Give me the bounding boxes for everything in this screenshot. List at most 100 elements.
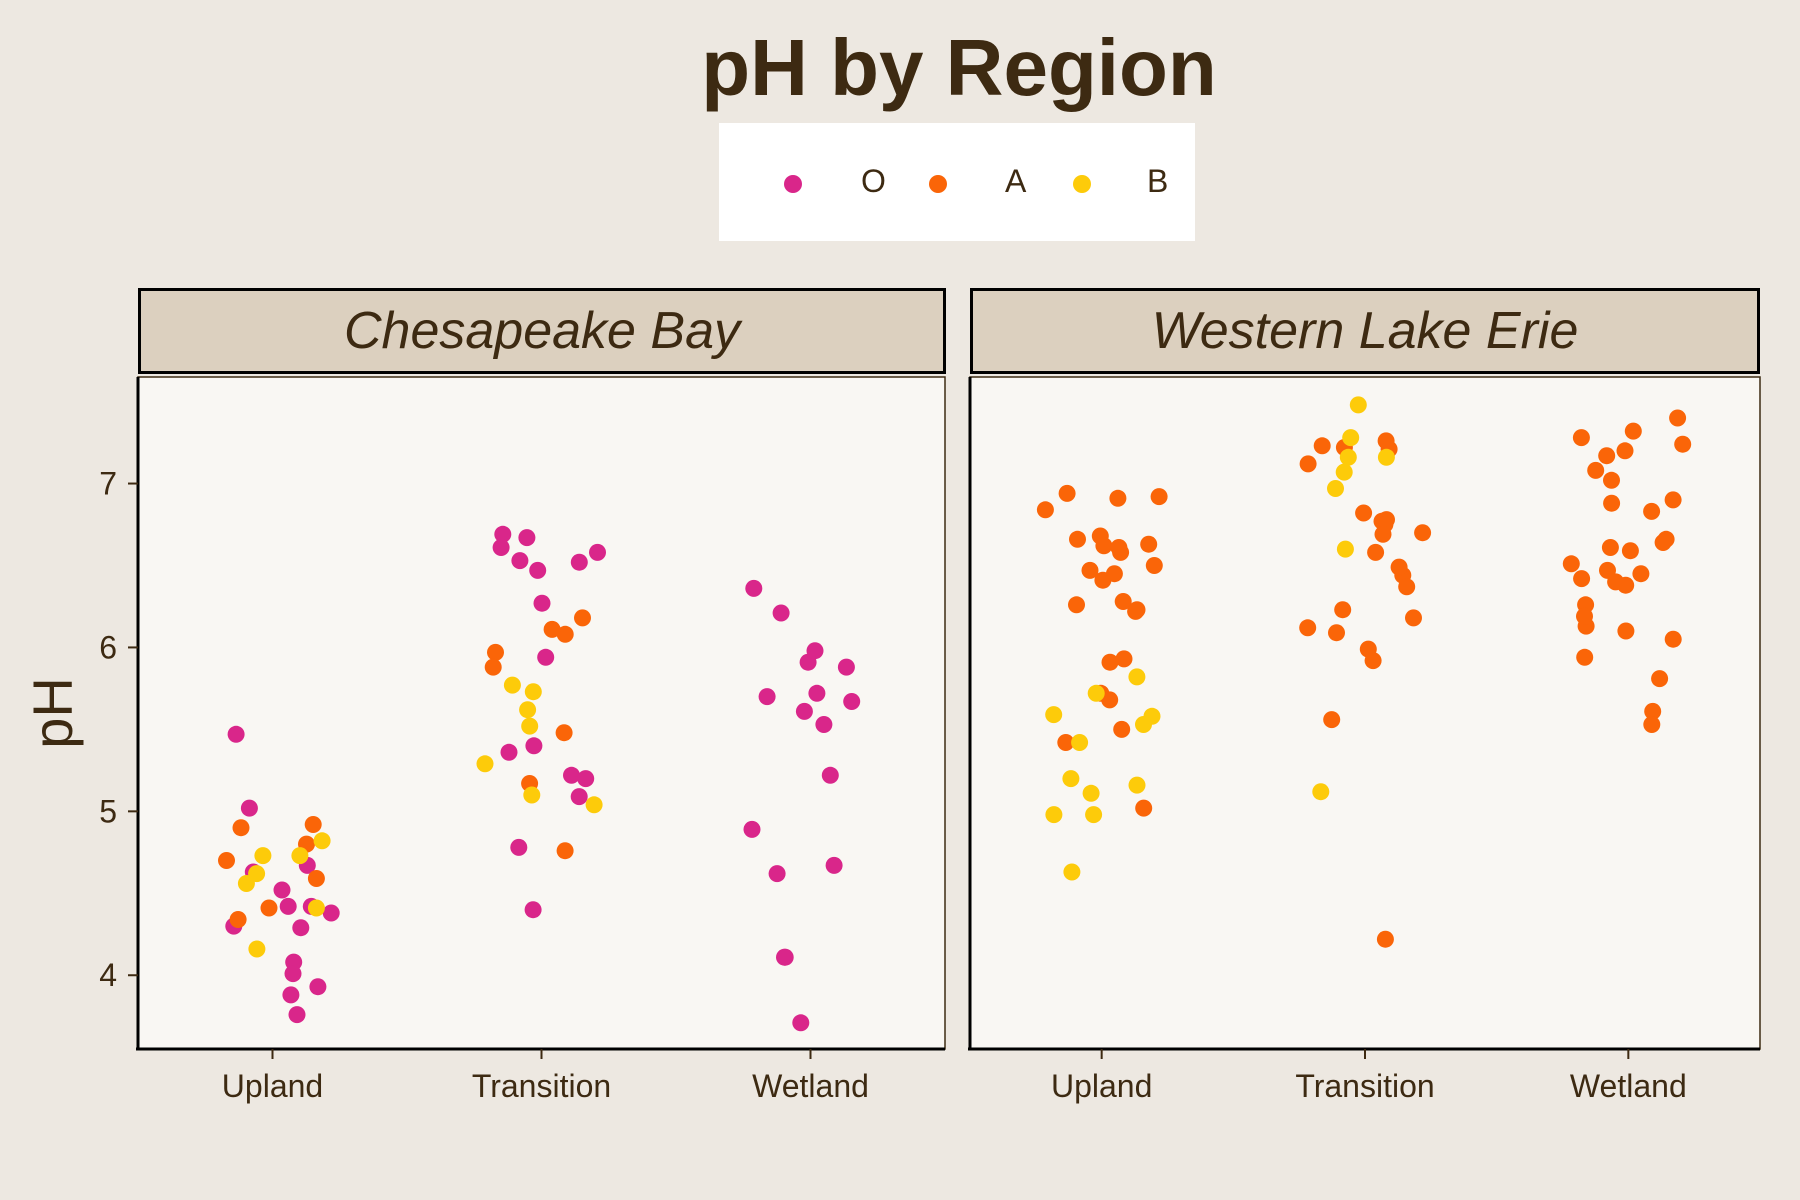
data-point-western-lake-erie-upland-a bbox=[1101, 653, 1119, 671]
data-point-chesapeake-bay-transition-o bbox=[577, 770, 595, 788]
data-point-western-lake-erie-wetland-a bbox=[1664, 630, 1682, 648]
data-point-western-lake-erie-wetland-a bbox=[1669, 409, 1687, 427]
data-point-western-lake-erie-transition-a bbox=[1334, 601, 1352, 619]
data-point-chesapeake-bay-transition-o bbox=[537, 648, 555, 666]
data-point-western-lake-erie-wetland-a bbox=[1674, 435, 1692, 453]
data-point-chesapeake-bay-upland-o bbox=[240, 799, 258, 817]
data-point-chesapeake-bay-upland-a bbox=[218, 852, 235, 869]
data-point-western-lake-erie-transition-b bbox=[1349, 396, 1367, 414]
data-point-western-lake-erie-transition-a bbox=[1376, 930, 1394, 948]
x-tick-label-chesapeake-bay-wetland: Wetland bbox=[752, 1068, 869, 1104]
data-point-western-lake-erie-wetland-a bbox=[1601, 539, 1619, 556]
data-point-western-lake-erie-wetland-a bbox=[1562, 555, 1580, 573]
data-point-western-lake-erie-upland-a bbox=[1105, 565, 1123, 583]
y-tick-label-6: 6 bbox=[99, 629, 117, 665]
data-point-chesapeake-bay-upland-o bbox=[309, 978, 327, 996]
data-point-chesapeake-bay-upland-b bbox=[248, 940, 266, 958]
data-point-western-lake-erie-wetland-a bbox=[1643, 716, 1661, 733]
data-point-western-lake-erie-wetland-a bbox=[1644, 702, 1662, 720]
data-point-western-lake-erie-wetland-a bbox=[1651, 670, 1669, 688]
data-point-chesapeake-bay-wetland-o bbox=[758, 688, 776, 706]
data-point-western-lake-erie-transition-b bbox=[1342, 429, 1360, 447]
data-point-western-lake-erie-transition-a bbox=[1355, 504, 1373, 522]
data-point-western-lake-erie-wetland-a bbox=[1576, 607, 1593, 625]
data-point-western-lake-erie-upland-a bbox=[1101, 691, 1119, 709]
y-tick-label-7: 7 bbox=[99, 466, 117, 502]
data-point-western-lake-erie-transition-a bbox=[1299, 619, 1317, 637]
data-point-western-lake-erie-transition-a bbox=[1328, 624, 1345, 642]
data-point-western-lake-erie-wetland-a bbox=[1598, 447, 1616, 465]
data-point-western-lake-erie-transition-a bbox=[1398, 578, 1416, 596]
data-point-western-lake-erie-upland-a bbox=[1135, 799, 1153, 817]
data-point-chesapeake-bay-upland-b bbox=[254, 847, 272, 865]
data-point-western-lake-erie-wetland-a bbox=[1617, 622, 1635, 640]
data-point-chesapeake-bay-wetland-o bbox=[776, 948, 793, 966]
data-point-chesapeake-bay-transition-o bbox=[510, 838, 528, 856]
x-tick-label-chesapeake-bay-transition: Transition bbox=[472, 1068, 611, 1104]
data-point-western-lake-erie-upland-b bbox=[1087, 684, 1105, 702]
data-point-western-lake-erie-transition-b bbox=[1339, 448, 1357, 466]
data-point-chesapeake-bay-wetland-o bbox=[808, 684, 826, 702]
data-point-chesapeake-bay-wetland-o bbox=[743, 820, 761, 838]
legend-key-a bbox=[929, 175, 947, 193]
facet-strip-chesapeake-bay: Chesapeake Bay bbox=[138, 288, 946, 374]
data-point-chesapeake-bay-transition-a bbox=[574, 609, 591, 627]
data-point-chesapeake-bay-transition-o bbox=[492, 539, 510, 556]
data-point-chesapeake-bay-upland-a bbox=[307, 870, 325, 887]
data-point-western-lake-erie-transition-a bbox=[1313, 437, 1331, 455]
data-point-chesapeake-bay-transition-o bbox=[570, 788, 588, 806]
data-point-western-lake-erie-upland-b bbox=[1085, 806, 1103, 824]
data-point-chesapeake-bay-wetland-o bbox=[772, 604, 790, 622]
data-point-western-lake-erie-upland-a bbox=[1114, 593, 1132, 610]
data-point-western-lake-erie-upland-b bbox=[1082, 784, 1100, 802]
data-point-western-lake-erie-wetland-a bbox=[1572, 429, 1590, 447]
data-point-western-lake-erie-wetland-a bbox=[1576, 648, 1594, 666]
data-point-chesapeake-bay-wetland-o bbox=[795, 702, 813, 720]
x-tick-label-western-lake-erie-wetland: Wetland bbox=[1570, 1068, 1687, 1104]
data-point-western-lake-erie-upland-a bbox=[1057, 734, 1075, 751]
y-tick-label-5: 5 bbox=[99, 793, 117, 829]
data-point-western-lake-erie-transition-a bbox=[1374, 525, 1392, 543]
data-point-chesapeake-bay-upland-b bbox=[237, 875, 255, 892]
data-point-chesapeake-bay-wetland-o bbox=[815, 716, 833, 733]
data-point-chesapeake-bay-upland-o bbox=[284, 965, 302, 983]
data-point-western-lake-erie-upland-a bbox=[1109, 489, 1127, 507]
data-point-western-lake-erie-transition-a bbox=[1414, 524, 1432, 542]
x-tick-label-chesapeake-bay-upland: Upland bbox=[222, 1068, 323, 1104]
data-point-chesapeake-bay-upland-a bbox=[304, 816, 322, 833]
data-point-western-lake-erie-upland-a bbox=[1036, 501, 1054, 519]
chart-title: pH by Region bbox=[701, 23, 1217, 112]
data-point-western-lake-erie-upland-b bbox=[1063, 863, 1081, 881]
data-point-western-lake-erie-transition-b bbox=[1312, 783, 1330, 801]
data-point-chesapeake-bay-transition-o bbox=[563, 766, 580, 784]
data-point-chesapeake-bay-transition-o bbox=[570, 553, 588, 571]
data-point-western-lake-erie-transition-b bbox=[1336, 540, 1354, 558]
panel-background-western-lake-erie bbox=[969, 376, 1761, 1050]
data-point-western-lake-erie-upland-b bbox=[1128, 776, 1146, 794]
data-point-chesapeake-bay-wetland-o bbox=[745, 579, 763, 597]
data-point-western-lake-erie-wetland-a bbox=[1607, 573, 1625, 591]
data-point-western-lake-erie-transition-a bbox=[1377, 432, 1395, 450]
data-point-western-lake-erie-transition-a bbox=[1323, 711, 1341, 729]
data-point-western-lake-erie-wetland-a bbox=[1624, 422, 1642, 440]
data-point-western-lake-erie-upland-a bbox=[1140, 535, 1158, 553]
data-point-chesapeake-bay-transition-o bbox=[511, 552, 529, 570]
data-point-chesapeake-bay-transition-o bbox=[589, 543, 606, 561]
data-point-chesapeake-bay-upland-b bbox=[313, 832, 331, 850]
data-point-western-lake-erie-wetland-a bbox=[1603, 494, 1621, 512]
data-point-chesapeake-bay-upland-a bbox=[232, 819, 250, 837]
data-point-western-lake-erie-upland-a bbox=[1069, 530, 1086, 548]
data-point-western-lake-erie-transition-a bbox=[1367, 543, 1385, 561]
facet-strip-western-lake-erie: Western Lake Erie bbox=[970, 288, 1760, 374]
data-point-western-lake-erie-upland-b bbox=[1135, 716, 1152, 733]
data-point-chesapeake-bay-transition-o bbox=[524, 901, 542, 919]
data-point-western-lake-erie-transition-b bbox=[1327, 480, 1344, 497]
legend-label-b: B bbox=[1147, 163, 1169, 199]
x-tick-label-western-lake-erie-transition: Transition bbox=[1295, 1068, 1434, 1104]
data-point-western-lake-erie-wetland-a bbox=[1632, 565, 1650, 583]
data-point-chesapeake-bay-wetland-o bbox=[806, 642, 824, 660]
data-point-chesapeake-bay-transition-o bbox=[500, 743, 518, 761]
data-point-western-lake-erie-transition-a bbox=[1390, 558, 1408, 576]
data-point-chesapeake-bay-transition-a bbox=[543, 620, 561, 638]
